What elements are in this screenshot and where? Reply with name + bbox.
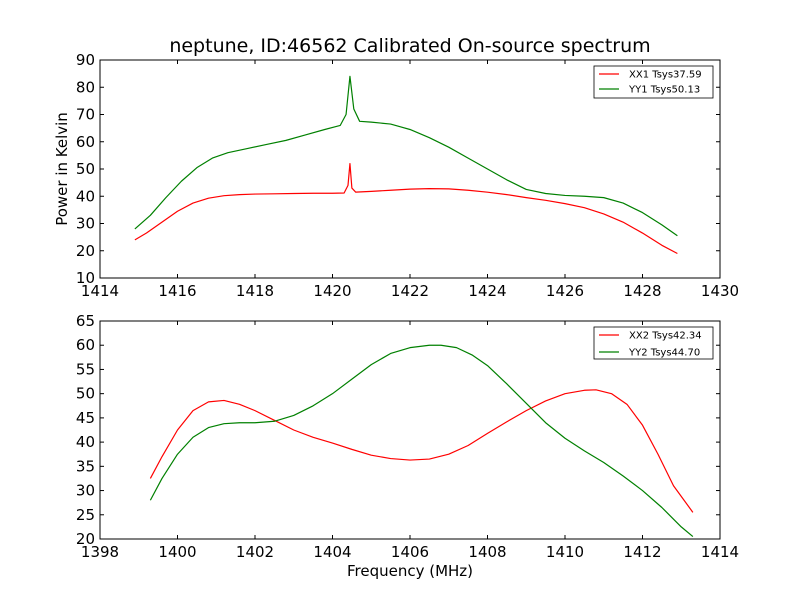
x-tick-label: 1412: [623, 543, 661, 561]
subplot-1: neptune, ID:46562 Calibrated On-source s…: [53, 35, 739, 300]
y-tick-label: 40: [76, 433, 95, 451]
y-tick-label: 50: [76, 160, 95, 178]
series-group-1: [134, 75, 678, 255]
x-tick-label: 1410: [546, 543, 584, 561]
y-tick-label: 30: [76, 215, 95, 233]
y-tick-label: 20: [76, 530, 95, 548]
y-tick-label: 55: [76, 360, 95, 378]
y-axis-label-1: Power in Kelvin: [53, 112, 71, 226]
y-tick-label: 40: [76, 187, 95, 205]
x-tick-label: 1422: [391, 282, 429, 300]
y-tick-label: 80: [76, 78, 95, 96]
y-tick-label: 50: [76, 385, 95, 403]
series-line-xx2: [149, 389, 694, 513]
legend-box-2: [593, 326, 714, 360]
x-tick-label: 1424: [468, 282, 506, 300]
x-axis-label: Frequency (MHz): [347, 562, 473, 580]
x-tick-label: 1408: [468, 543, 506, 561]
x-tick-label: 1398: [81, 543, 119, 561]
y-tick-label: 60: [76, 336, 95, 354]
series-line-xx1: [134, 162, 678, 255]
tick-group-1: 1414 1416 1418 1420 1422 1424 1426 1428 1430 10 20…: [76, 51, 739, 300]
y-tick-label: 45: [76, 409, 95, 427]
y-tick-label: 90: [76, 51, 95, 69]
y-tick-label: 10: [76, 269, 95, 287]
y-tick-label: 60: [76, 133, 95, 151]
x-tick-label: 1402: [236, 543, 274, 561]
subplot-2: 1398 1400 1402 1404 1406 1408 1410 1412 1414 20 25…: [76, 312, 739, 580]
x-tick-label: 1404: [313, 543, 351, 561]
y-tick-label: 35: [76, 457, 95, 475]
series-line-yy1: [134, 75, 678, 237]
x-tick-label: 1414: [701, 543, 739, 561]
x-tick-label: 1420: [313, 282, 351, 300]
y-tick-label: 70: [76, 106, 95, 124]
y-tick-label: 30: [76, 482, 95, 500]
series-line-yy2: [149, 344, 694, 538]
x-tick-label: 1406: [391, 543, 429, 561]
x-tick-label: 1430: [701, 282, 739, 300]
legend-box-1: [593, 65, 714, 99]
legend-2: XX2 Tsys42.34 YY2 Tsys44.70: [593, 326, 714, 360]
legend-label-xx2: XX2 Tsys42.34: [629, 331, 702, 342]
x-tick-label: 1428: [623, 282, 661, 300]
chart-title: neptune, ID:46562 Calibrated On-source s…: [169, 35, 650, 57]
x-tick-label: 1400: [158, 543, 196, 561]
x-tick-label: 1426: [546, 282, 584, 300]
legend-1: XX1 Tsys37.59 YY1 Tsys50.13: [593, 65, 714, 99]
y-tick-label: 25: [76, 506, 95, 524]
x-tick-label: 1418: [236, 282, 274, 300]
legend-label-yy2: YY2 Tsys44.70: [628, 348, 700, 359]
series-group-2: [149, 344, 694, 538]
legend-label-xx1: XX1 Tsys37.59: [629, 70, 702, 81]
tick-group-2: 1398 1400 1402 1404 1406 1408 1410 1412 1414 20 25…: [76, 312, 739, 561]
legend-label-yy1: YY1 Tsys50.13: [628, 85, 700, 96]
x-tick-label: 1416: [158, 282, 196, 300]
y-tick-label: 20: [76, 242, 95, 260]
y-tick-label: 65: [76, 312, 95, 330]
x-tick-label: 1414: [81, 282, 119, 300]
